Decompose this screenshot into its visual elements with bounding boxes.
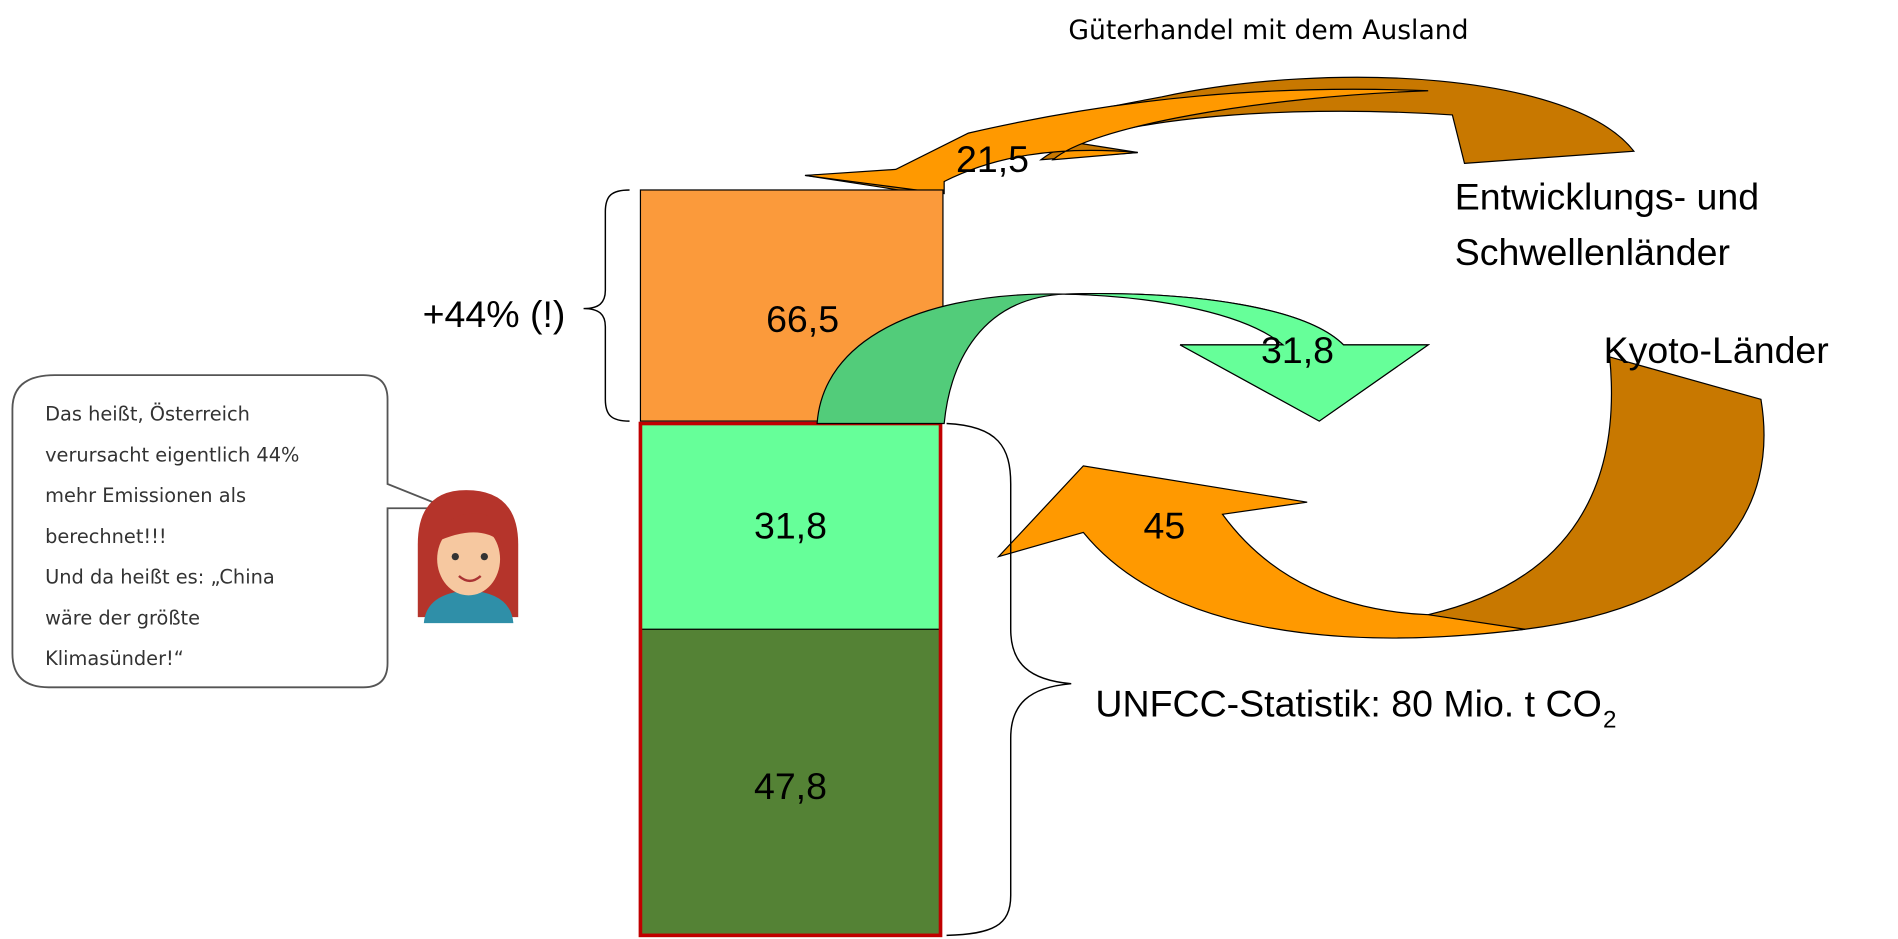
bubble-line: berechnet!!! — [45, 525, 167, 548]
bubble-line: mehr Emissionen als — [45, 484, 246, 507]
arrow-value: 45 — [1144, 505, 1186, 547]
bubble-line: Klimasünder!“ — [45, 647, 184, 670]
box-value: 31,8 — [754, 505, 827, 547]
box — [640, 629, 941, 936]
label: +44% (!) — [423, 293, 566, 335]
bubble-line: verursacht eigentlich 44% — [45, 443, 299, 466]
bubble-line: Und da heißt es: „China — [45, 566, 275, 589]
label: UNFCC-Statistik: 80 Mio. t CO — [1095, 683, 1601, 725]
box-frame — [638, 421, 943, 938]
arrow-back — [1427, 356, 1765, 633]
label: Kyoto-Länder — [1604, 329, 1829, 371]
box — [640, 423, 941, 630]
arrow-front — [996, 465, 1526, 639]
box-value: 47,8 — [754, 765, 827, 807]
box-value: 66,5 — [766, 298, 839, 340]
bubble-line: Das heißt, Österreich — [45, 403, 250, 426]
arrow-front — [1065, 293, 1431, 422]
brace — [946, 422, 1072, 937]
avatar — [417, 490, 519, 624]
arrow-front — [804, 88, 1429, 195]
arrow-value: 21,5 — [956, 138, 1029, 180]
label-subscript: 2 — [1603, 707, 1616, 734]
label: Entwicklungs- und — [1455, 176, 1759, 218]
speech-bubble — [11, 374, 449, 689]
title: Güterhandel mit dem Ausland — [1068, 15, 1468, 46]
bubble-line: wäre der größte — [45, 606, 200, 629]
arrow-value: 31,8 — [1261, 329, 1334, 371]
brace — [583, 189, 630, 422]
label: Schwellenländer — [1455, 231, 1730, 273]
bubble-text: Das heißt, Österreich verursacht eigentli… — [45, 403, 299, 671]
